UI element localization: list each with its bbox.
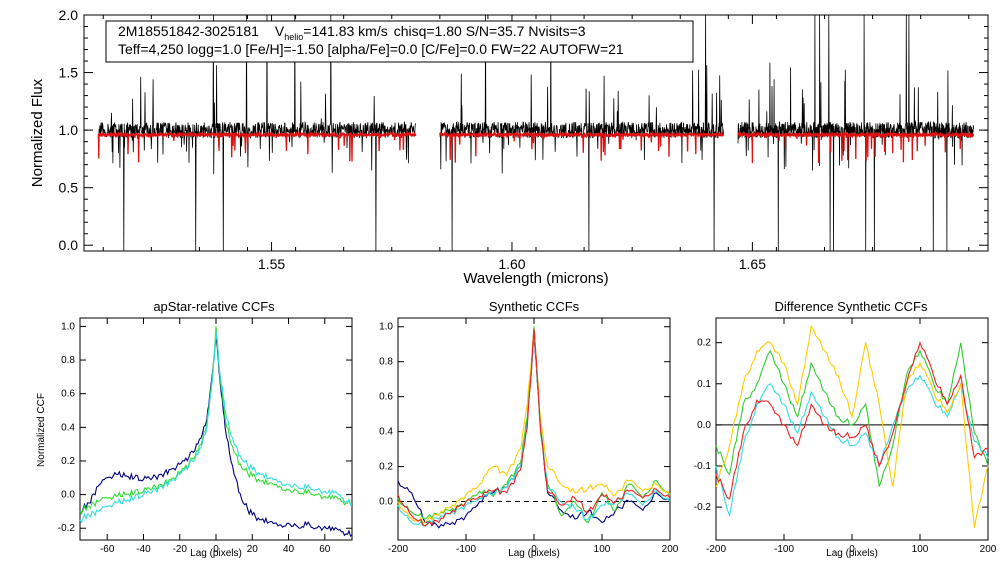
difference-ccf-panel: Difference Synthetic CCFs -200 -100 0 100 20… — [694, 299, 997, 559]
spectrum-y-tick-label: 0.0 — [59, 237, 79, 253]
difference-ccf-x-tick-label: -200 — [706, 544, 726, 555]
vhelio-value: =141.83 km/s — [303, 23, 387, 39]
difference-ccf-lines — [715, 324, 989, 528]
difference-ccf-visit2-line — [715, 342, 989, 487]
apstar-ccf-y-tick-label: 0.4 — [61, 422, 75, 433]
vhelio-symbol: V — [275, 23, 285, 39]
spectrum-y-label: Normalized Flux — [29, 78, 46, 187]
synthetic-ccf-x-tick-label: -200 — [388, 544, 408, 555]
star-id: 2M18551842-3025181 — [118, 23, 259, 39]
synthetic-ccf-title: Synthetic CCFs — [489, 299, 580, 314]
difference-ccf-visit5-line — [715, 340, 989, 500]
synthetic-ccf-y-tick-label: 1.0 — [379, 322, 393, 333]
synthetic-ccf-y-tick-label: 0.8 — [379, 357, 393, 368]
observed-spectrum-line-1 — [98, 14, 417, 252]
spectrum-x-tick-label: 1.60 — [498, 256, 525, 272]
spectrum-x-label: Wavelength (microns) — [463, 270, 608, 287]
model-spectrum-line-3 — [737, 130, 975, 164]
synthetic-ccf-axes: -200 -100 0 100 200 0.0 0.2 0.4 0.6 0.8 1.0 — [379, 318, 679, 555]
apstar-ccf-visit3-line — [79, 331, 353, 524]
synthetic-ccf-y-tick-label: 0.6 — [379, 392, 393, 403]
difference-ccf-axes: -200 -100 0 100 200 -0.2 -0.1 0.0 0.1 0.2 — [694, 318, 997, 555]
synthetic-ccf-visit4-line — [397, 330, 671, 524]
apstar-ccf-x-tick-label: 60 — [319, 544, 331, 555]
difference-ccf-y-tick-label: 0.2 — [697, 338, 711, 349]
observed-spectrum-line-2 — [439, 14, 724, 252]
apstar-ccf-x-tick-label: 0 — [213, 544, 219, 555]
synthetic-ccf-x-tick-label: 200 — [662, 544, 679, 555]
apstar-ccf-y-tick-label: 0.2 — [61, 456, 75, 467]
difference-ccf-y-tick-label: 0.0 — [697, 420, 711, 431]
apstar-ccf-x-label: Lag (pixels) — [190, 548, 242, 559]
synthetic-ccf-visit1-line — [397, 335, 671, 529]
difference-ccf-x-label: Lag (pixels) — [826, 548, 878, 559]
difference-ccf-x-tick-label: -100 — [774, 544, 794, 555]
info-line-1: 2M18551842-3025181 Vhelio=141.83 km/s chis… — [118, 23, 586, 42]
apstar-ccf-title: apStar-relative CCFs — [153, 299, 275, 314]
apstar-ccf-axes: -60 -40 -20 0 20 40 60 -0.2 0.0 0.2 0.4 0.6 0.8 1.0 — [58, 318, 352, 555]
spectrum-y-tick-label: 1.0 — [59, 122, 79, 138]
difference-ccf-y-tick-label: 0.1 — [697, 379, 711, 390]
spectrum-y-tick-label: 0.5 — [59, 180, 79, 196]
apstar-ccf-visit1-line — [79, 334, 353, 537]
synthetic-ccf-frame — [397, 317, 671, 541]
fit-stats: chisq=1.80 S/N=35.7 Nvisits=3 — [394, 23, 586, 39]
synthetic-ccf-y-tick-label: 0.4 — [379, 427, 393, 438]
apstar-ccf-x-tick-label: 40 — [283, 544, 295, 555]
spectrum-data — [97, 14, 975, 252]
synthetic-ccf-panel: Synthetic CCFs -200 -100 0 100 200 0.0 0.2 0.4 0… — [379, 299, 679, 559]
synthetic-ccf-x-tick-label: 100 — [594, 544, 611, 555]
apstar-ccf-frame — [79, 317, 353, 541]
spectrum-panel: 0.0 0.5 1.0 1.5 2.0 1.55 1.60 1.65 Wavelength (… — [29, 7, 989, 287]
difference-ccf-y-tick-label: -0.2 — [694, 502, 712, 513]
apstar-ccf-x-tick-label: 20 — [247, 544, 259, 555]
synthetic-ccf-x-tick-label: -100 — [456, 544, 476, 555]
spectrum-y-tick-label: 2.0 — [59, 7, 79, 23]
apstar-ccf-y-tick-label: 0.8 — [61, 355, 75, 366]
apstar-ccf-x-tick-label: -60 — [100, 544, 115, 555]
info-box — [105, 20, 694, 63]
synthetic-ccf-y-tick-label: 0.0 — [379, 497, 393, 508]
synthetic-ccf-visit3-line — [397, 333, 671, 527]
apstar-ccf-y-tick-label: 0.0 — [61, 490, 75, 501]
synthetic-ccf-visit5-line — [397, 328, 671, 527]
apstar-ccf-y-tick-label: -0.2 — [58, 523, 76, 534]
apstar-ccf-y-label: Normalized CCF — [36, 393, 47, 467]
apstar-ccf-y-tick-label: 1.0 — [61, 321, 75, 332]
synthetic-ccf-y-tick-label: 0.2 — [379, 462, 393, 473]
info-line-2: Teff=4,250 logg=1.0 [Fe/H]=-1.50 [alpha/… — [118, 41, 624, 57]
difference-ccf-x-tick-label: 200 — [980, 544, 997, 555]
synthetic-ccf-x-tick-label: 0 — [531, 544, 537, 555]
apstar-ccf-y-tick-label: 0.6 — [61, 389, 75, 400]
synthetic-ccf-visit2-line — [397, 326, 671, 524]
synthetic-ccf-lines — [397, 326, 671, 529]
difference-ccf-visit3-line — [715, 374, 989, 518]
spectrum-x-tick-label: 1.65 — [739, 256, 766, 272]
synthetic-ccf-x-label: Lag (pixels) — [508, 548, 560, 559]
apstar-ccf-x-tick-label: -20 — [173, 544, 188, 555]
model-spectrum-line-2 — [439, 130, 725, 163]
difference-ccf-x-tick-label: 0 — [849, 544, 855, 555]
difference-ccf-y-tick-label: -0.1 — [694, 461, 712, 472]
apstar-ccf-lines — [79, 326, 353, 537]
apstar-ccf-panel: apStar-relative CCFs -60 -40 -20 0 20 40 60 -0.… — [36, 299, 353, 559]
vhelio-subscript: helio — [284, 32, 303, 42]
model-spectrum-line-1 — [97, 130, 417, 163]
spectrum-axes: 0.0 0.5 1.0 1.5 2.0 1.55 1.60 1.65 — [59, 7, 988, 272]
apstar-ccf-x-tick-label: -40 — [136, 544, 151, 555]
spectrum-y-tick-label: 1.5 — [59, 65, 79, 81]
difference-ccf-title: Difference Synthetic CCFs — [775, 299, 928, 314]
apstar-ccf-visit2-line — [79, 326, 353, 515]
spectrum-x-tick-label: 1.55 — [258, 256, 285, 272]
difference-ccf-visit4-line — [715, 324, 989, 528]
difference-ccf-x-tick-label: 100 — [912, 544, 929, 555]
